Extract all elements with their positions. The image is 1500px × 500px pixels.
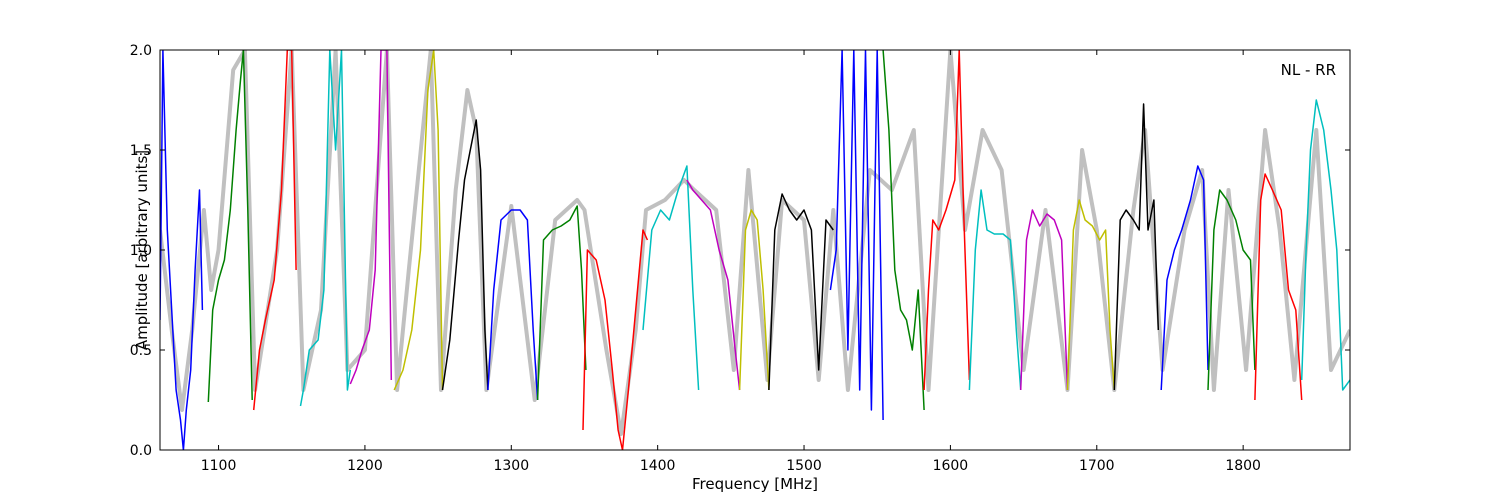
x-tick-label: 1300: [493, 458, 529, 474]
series-line-12: [686, 179, 741, 391]
series-annotation: NL - RR: [1281, 61, 1336, 79]
series-line-2: [207, 50, 253, 403]
x-tick-label: 1700: [1079, 458, 1115, 474]
series-line-15: [829, 50, 884, 421]
series-line-17: [923, 50, 971, 391]
series-line-14: [768, 193, 834, 391]
series-line-23: [1207, 189, 1256, 391]
x-tick-label: 1800: [1225, 458, 1261, 474]
y-axis-ticks: 0.0 0.5 1.0 1.5 2.0: [130, 43, 1350, 459]
series-line-22: [1160, 165, 1209, 391]
series-line-5: [349, 50, 393, 385]
x-tick-label: 1100: [201, 458, 237, 474]
series-line-10: [582, 229, 649, 450]
y-tick-label: 1.5: [130, 143, 152, 159]
series-line-11: [642, 165, 700, 391]
series-line-24: [1254, 173, 1303, 401]
y-tick-label: 2.0: [130, 43, 152, 59]
series-line-3: [252, 50, 297, 411]
series-line-21: [1113, 103, 1160, 391]
series-line-1: [160, 50, 204, 450]
y-axis-label: Amplitude [arbitrary units]: [133, 150, 151, 350]
series-line-13: [738, 209, 770, 391]
series-line-4: [299, 50, 352, 407]
series-line-25: [1300, 99, 1350, 391]
x-axis-label: Frequency [MHz]: [692, 475, 818, 493]
series-layer: [160, 50, 1350, 450]
series-line-7: [441, 119, 489, 391]
series-line-19: [1019, 209, 1069, 391]
x-tick-label: 1400: [640, 458, 676, 474]
series-line-8: [487, 209, 539, 401]
series-line-9: [536, 205, 587, 401]
x-tick-label: 1500: [786, 458, 822, 474]
series-line-16: [882, 50, 925, 411]
x-tick-label: 1600: [933, 458, 969, 474]
series-line-20: [1066, 199, 1116, 391]
x-axis-ticks: 1100 1200 1300 1400 1500 1600 1700 1800: [201, 50, 1261, 474]
x-tick-label: 1200: [347, 458, 383, 474]
series-line-18: [968, 189, 1022, 391]
series-line-6: [393, 50, 444, 391]
y-tick-label: 0.5: [130, 343, 152, 359]
y-tick-label: 0.0: [130, 443, 152, 459]
y-tick-label: 1.0: [130, 243, 152, 259]
